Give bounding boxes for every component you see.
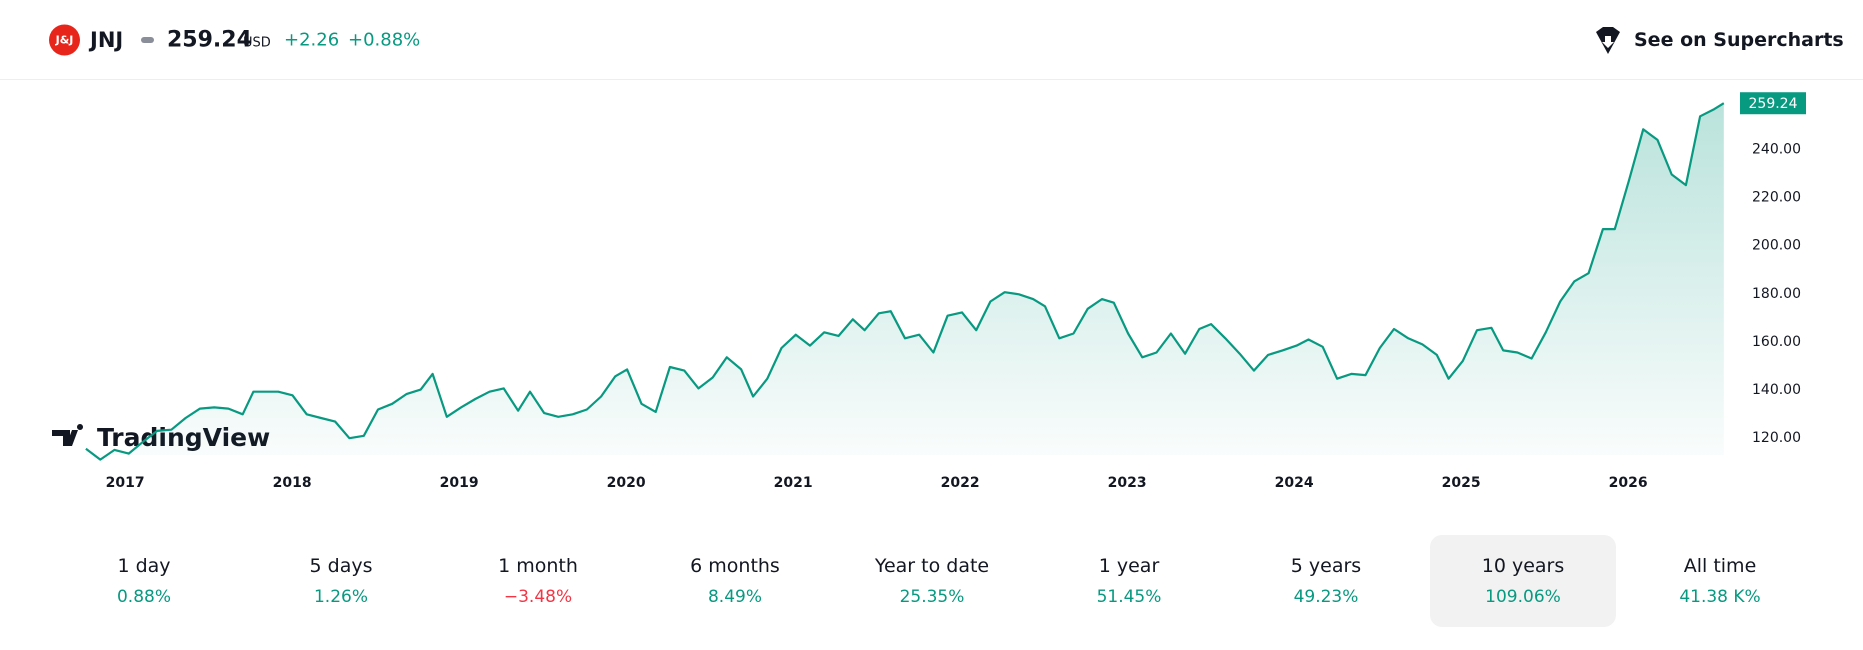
y-tick-label: 120.00 [1752,430,1801,446]
period-change: 1.26% [313,587,368,607]
period-tab[interactable]: 6 months 8.49% [642,535,828,627]
price-line [85,102,1725,461]
period-label: 1 year [1098,555,1160,577]
logo: J&J [49,24,80,56]
y-tick-label: 240.00 [1752,142,1801,158]
area [85,103,1724,460]
supercharts-link[interactable]: See on Supercharts [1634,29,1844,51]
y-tick-label: 180.00 [1752,286,1801,302]
period-change: −3.48% [503,587,573,607]
period-label: 10 years [1481,555,1565,577]
period-tab[interactable]: 10 years 109.06% [1430,535,1616,627]
chart: TradingView 120.00140.00160.00180.00200.… [52,92,1806,491]
period-change: 8.49% [707,587,762,607]
period-change: 49.23% [1293,587,1359,607]
period-label: 5 years [1290,555,1362,577]
period-tab[interactable]: 1 month −3.48% [445,535,631,627]
x-tick-label: 2025 [1442,475,1481,491]
x-tick-label: 2020 [607,475,646,491]
period-label: 1 month [498,555,578,577]
last-price-label: 259.24 [1749,96,1798,112]
period-label: Year to date [874,555,990,577]
period-label: 6 months [690,555,780,577]
supercharts-icon[interactable] [1593,26,1623,56]
period-label: 1 day [117,555,171,577]
ticker[interactable]: JNJ [90,28,124,52]
period-tab[interactable]: 1 day 0.88% [51,535,237,627]
period-change: 109.06% [1485,587,1561,607]
period-label: 5 days [309,555,373,577]
x-tick-label: 2022 [941,475,980,491]
period-tab[interactable]: 1 year 51.45% [1036,535,1222,627]
period-change: 25.35% [899,587,965,607]
y-tick-label: 220.00 [1752,190,1801,206]
period-change: 41.38 K% [1679,587,1761,607]
change-percent: +0.88% [348,29,421,51]
period-change: 51.45% [1096,587,1162,607]
x-tick-label: 2024 [1275,475,1314,491]
y-tick-label: 140.00 [1752,382,1801,398]
watermark-logo [52,424,84,446]
last-price-box [1740,92,1806,115]
y-tick-label: 200.00 [1752,238,1801,254]
x-tick-label: 2017 [106,475,145,491]
period-label: All time [1683,555,1757,577]
change: +2.26 [284,29,340,51]
header: J&J JNJ 259.24 USD +2.26 +0.88% See on S… [0,0,1863,80]
x-tick-label: 2021 [774,475,813,491]
period-tab[interactable]: 5 years 49.23% [1233,535,1419,627]
y-tick-label: 160.00 [1752,334,1801,350]
period-tabs: 1 day 0.88% 5 days 1.26% 1 month −3.48% 6 mont… [0,535,1863,627]
status-pill [141,37,154,43]
x-tick-label: 2019 [440,475,479,491]
x-tick-label: 2018 [273,475,312,491]
period-tab[interactable]: Year to date 25.35% [839,535,1025,627]
x-tick-label: 2026 [1609,475,1648,491]
currency: USD [243,35,271,51]
price: 259.24 [167,27,252,53]
x-tick-label: 2023 [1108,475,1147,491]
period-tab[interactable]: 5 days 1.26% [248,535,434,627]
period-change: 0.88% [116,587,171,607]
period-tab[interactable]: All time 41.38 K% [1627,535,1813,627]
